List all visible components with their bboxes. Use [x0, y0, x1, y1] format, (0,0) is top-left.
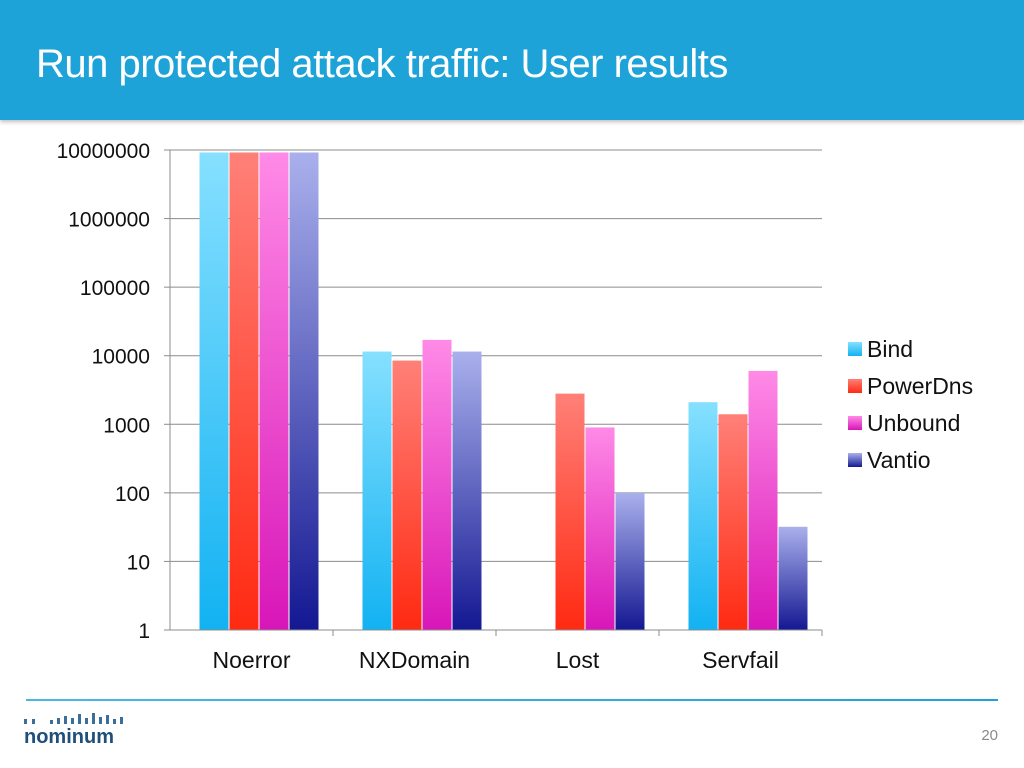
- bar-vantio-lost: [615, 492, 645, 630]
- slide-title: Run protected attack traffic: User resul…: [36, 42, 728, 86]
- page-number: 20: [981, 727, 998, 744]
- y-tick-label: 1000: [103, 414, 150, 437]
- bar-chart: 1 10 100 1000 10000 100000 1000000 10000000 Noer…: [57, 140, 974, 673]
- legend-swatch-vantio: [848, 453, 862, 467]
- y-tick-label: 10000000: [57, 140, 150, 163]
- bar-unbound-servfail: [748, 370, 778, 630]
- y-tick-label: 100: [115, 483, 150, 506]
- logo-wordmark: nominum: [24, 726, 114, 745]
- bar-bind-servfail: [688, 402, 718, 630]
- bar-powerdns-noerror: [229, 152, 259, 630]
- y-tick-label: 1000000: [68, 209, 150, 232]
- chart-axes: 1 10 100 1000 10000 100000 1000000 10000000 Noer…: [57, 140, 823, 673]
- legend-label-bind: Bind: [867, 336, 913, 362]
- x-tick-label: Noerror: [213, 647, 291, 673]
- bar-unbound-noerror: [259, 152, 289, 630]
- bar-bind-nxdomain: [362, 351, 392, 630]
- bar-unbound-nxdomain: [422, 339, 452, 630]
- bar-vantio-noerror: [289, 152, 319, 630]
- legend-label-powerdns: PowerDns: [867, 373, 973, 399]
- legend-label-unbound: Unbound: [867, 410, 960, 436]
- y-tick-label: 10000: [92, 346, 150, 369]
- chart-bars: [199, 152, 808, 630]
- bar-powerdns-nxdomain: [392, 360, 422, 630]
- bar-powerdns-lost: [555, 393, 585, 630]
- y-tick-label: 10: [127, 551, 150, 574]
- bar-bind-noerror: [199, 152, 229, 630]
- x-tick-label: Servfail: [702, 647, 779, 673]
- legend-label-vantio: Vantio: [867, 447, 931, 473]
- logo-bars-icon: [24, 713, 123, 724]
- legend-swatch-unbound: [848, 416, 862, 430]
- bar-vantio-servfail: [778, 526, 808, 630]
- x-tick-label: Lost: [556, 647, 600, 673]
- bar-unbound-lost: [585, 427, 615, 630]
- nominum-logo: nominum: [24, 713, 123, 745]
- y-tick-label: 100000: [80, 277, 150, 300]
- bar-vantio-nxdomain: [452, 351, 482, 630]
- x-tick-label: NXDomain: [359, 647, 470, 673]
- footer-divider: [26, 699, 998, 701]
- chart-legend: Bind PowerDns Unbound Vantio: [848, 336, 973, 473]
- bar-powerdns-servfail: [718, 414, 748, 630]
- legend-swatch-bind: [848, 342, 862, 356]
- legend-swatch-powerdns: [848, 379, 862, 393]
- y-tick-label: 1: [138, 620, 150, 643]
- slide-header: Run protected attack traffic: User resul…: [0, 0, 1024, 120]
